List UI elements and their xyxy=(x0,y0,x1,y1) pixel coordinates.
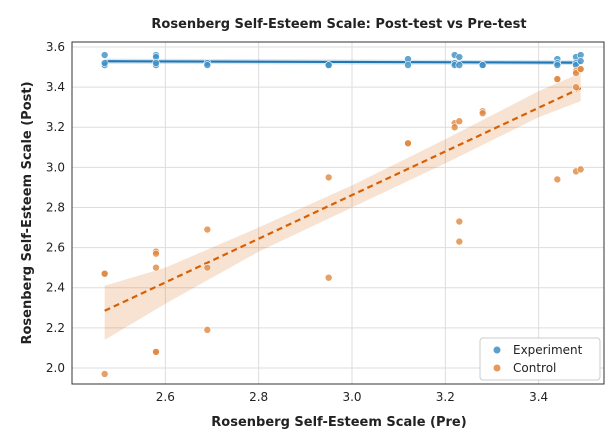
x-tick-label: 3.2 xyxy=(436,390,455,404)
control-point xyxy=(576,165,585,174)
chart-title: Rosenberg Self-Esteem Scale: Post-test v… xyxy=(151,17,526,32)
control-regression-line xyxy=(104,87,582,312)
control-point xyxy=(455,237,464,246)
legend-box xyxy=(479,337,601,381)
y-axis-title: Rosenberg Self-Esteem Scale (Post) xyxy=(20,81,35,344)
experiment-point xyxy=(152,59,160,67)
control-point xyxy=(455,117,464,126)
y-tick-label: 2.2 xyxy=(46,321,65,335)
control-legend-marker xyxy=(493,364,501,372)
y-tick-label: 2.4 xyxy=(46,281,65,295)
control-point xyxy=(404,139,412,148)
control-point xyxy=(324,173,333,182)
y-tick-label: 3.0 xyxy=(46,160,65,174)
control-confidence-band xyxy=(104,73,581,340)
control-point xyxy=(576,65,585,73)
control-point xyxy=(100,269,109,278)
control-point xyxy=(455,217,464,226)
x-tick-label: 2.8 xyxy=(249,390,268,404)
control-point xyxy=(478,109,487,118)
scatter-points xyxy=(100,51,585,378)
grid-lines xyxy=(72,42,604,384)
experiment-point xyxy=(576,57,585,65)
control-point xyxy=(450,123,459,132)
legend: Experiment Control xyxy=(479,337,601,381)
y-tick-label: 2.0 xyxy=(46,361,65,375)
x-axis-ticks: 2.6 2.8 3.0 3.2 3.4 xyxy=(156,390,548,404)
experiment-point xyxy=(478,61,487,69)
y-tick-label: 2.8 xyxy=(46,200,65,214)
control-point xyxy=(553,175,562,184)
experiment-point xyxy=(553,61,562,69)
experiment-legend-marker xyxy=(493,346,501,354)
control-point xyxy=(553,75,562,83)
x-tick-label: 3.4 xyxy=(529,390,548,404)
x-tick-label: 3.0 xyxy=(342,390,361,404)
experiment-point xyxy=(100,59,109,67)
control-point xyxy=(203,225,212,234)
control-legend-label: Control xyxy=(513,361,556,375)
control-point xyxy=(152,263,160,272)
control-point xyxy=(152,249,160,258)
experiment-regression-line xyxy=(104,60,581,64)
y-tick-label: 2.6 xyxy=(46,241,65,255)
plot-frame xyxy=(71,41,605,385)
y-tick-label: 3.6 xyxy=(46,40,65,54)
experiment-point xyxy=(324,61,333,69)
x-axis-title: Rosenberg Self-Esteem Scale (Pre) xyxy=(211,415,466,430)
control-point xyxy=(152,348,160,356)
control-point xyxy=(203,326,212,334)
experiment-point xyxy=(455,61,464,69)
y-tick-label: 3.4 xyxy=(46,80,65,94)
control-point xyxy=(572,83,580,91)
control-point xyxy=(324,273,333,282)
x-tick-label: 2.6 xyxy=(156,390,175,404)
experiment-point xyxy=(100,51,109,59)
experiment-point xyxy=(455,53,464,61)
y-axis-ticks: 2.0 2.2 2.4 2.6 2.8 3.0 3.2 3.4 3.6 xyxy=(46,40,65,375)
experiment-point xyxy=(404,61,412,69)
y-tick-label: 3.2 xyxy=(46,120,65,134)
control-point xyxy=(100,370,109,378)
experiment-point xyxy=(203,61,212,69)
regression-lines xyxy=(104,60,582,312)
experiment-legend-label: Experiment xyxy=(513,343,583,357)
control-point xyxy=(203,263,212,272)
